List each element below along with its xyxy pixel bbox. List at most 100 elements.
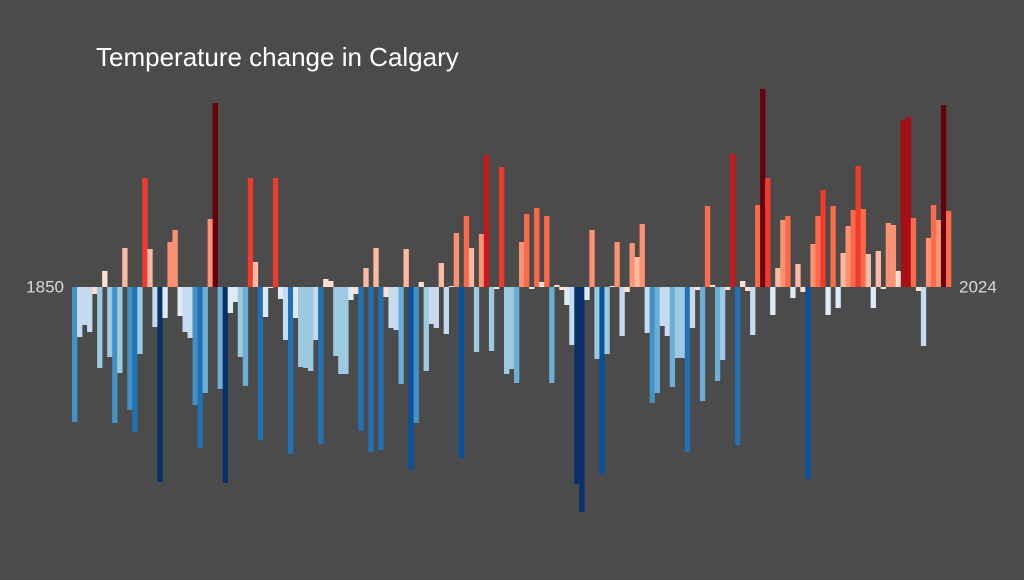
- bar: [614, 242, 620, 287]
- bar: [559, 287, 565, 290]
- bar: [524, 214, 530, 287]
- bar: [790, 287, 796, 298]
- bar: [438, 263, 444, 287]
- bar: [508, 287, 515, 369]
- bar: [107, 287, 113, 357]
- bar: [875, 251, 881, 287]
- bar: [237, 287, 244, 357]
- bar: [498, 167, 505, 287]
- bar: [418, 282, 424, 287]
- bar: [719, 287, 726, 360]
- bar: [122, 248, 128, 287]
- bar: [740, 281, 746, 287]
- bar: [473, 287, 480, 352]
- bar: [242, 287, 249, 386]
- bar: [589, 230, 595, 287]
- bar: [549, 287, 555, 383]
- bar: [493, 287, 500, 289]
- bar: [684, 287, 691, 452]
- bar: [157, 287, 163, 482]
- bar: [363, 268, 369, 287]
- bar: [735, 287, 741, 445]
- bar: [433, 287, 439, 328]
- bar: [293, 287, 299, 318]
- bar: [137, 287, 143, 354]
- bar: [870, 287, 876, 308]
- bar: [539, 282, 545, 287]
- bar: [745, 287, 751, 291]
- bar: [458, 287, 465, 458]
- bar: [835, 287, 841, 308]
- bar: [714, 287, 721, 381]
- bar: [102, 271, 108, 287]
- bar: [192, 287, 198, 405]
- bar: [298, 287, 304, 367]
- bar: [920, 287, 927, 346]
- bar: [207, 219, 213, 287]
- bar: [423, 287, 429, 371]
- bar: [699, 287, 706, 401]
- bar: [232, 287, 239, 302]
- bar: [202, 287, 208, 393]
- bar: [503, 287, 510, 374]
- x-tick-label: 1850: [26, 277, 64, 296]
- bar: [358, 287, 364, 431]
- bar: [704, 206, 711, 287]
- bar: [724, 287, 731, 290]
- bar: [172, 230, 178, 287]
- bar: [87, 287, 93, 332]
- bar: [142, 178, 148, 287]
- bar: [765, 178, 771, 287]
- bar: [478, 234, 485, 287]
- bar: [182, 287, 188, 332]
- bar: [905, 117, 912, 287]
- bar: [900, 120, 907, 287]
- bar: [760, 89, 766, 287]
- bar: [162, 287, 168, 318]
- bar: [77, 287, 83, 337]
- bar: [413, 287, 419, 423]
- bar: [348, 287, 354, 300]
- bar: [689, 287, 696, 328]
- bar: [514, 287, 520, 383]
- bar: [97, 287, 103, 368]
- bar: [277, 287, 284, 299]
- bar: [644, 287, 650, 333]
- bar: [639, 224, 645, 287]
- bar: [910, 218, 917, 287]
- bar: [147, 249, 153, 287]
- bar: [212, 103, 218, 287]
- bar: [860, 209, 866, 287]
- bar: [574, 287, 580, 484]
- bar: [287, 287, 294, 454]
- bar: [262, 287, 269, 317]
- bar: [252, 262, 259, 287]
- bar: [112, 287, 118, 423]
- bar: [463, 216, 470, 287]
- bar: [840, 253, 846, 287]
- bar: [177, 287, 183, 316]
- bar: [785, 216, 791, 287]
- bar: [323, 279, 329, 287]
- bar: [127, 287, 133, 410]
- bar: [649, 287, 655, 403]
- bar: [709, 285, 716, 287]
- bar: [569, 287, 575, 345]
- bar: [378, 287, 384, 450]
- bar: [564, 287, 570, 305]
- bar: [443, 287, 450, 334]
- bar: [770, 287, 776, 315]
- bar: [935, 220, 942, 287]
- bar: [453, 233, 460, 287]
- bar: [885, 223, 892, 287]
- bar: [468, 248, 475, 287]
- bar: [82, 287, 88, 325]
- bar: [388, 287, 394, 328]
- bar: [634, 257, 640, 287]
- bar: [865, 254, 871, 287]
- bar: [845, 226, 851, 287]
- bar: [795, 264, 801, 287]
- bar: [729, 154, 736, 287]
- bar: [654, 287, 660, 393]
